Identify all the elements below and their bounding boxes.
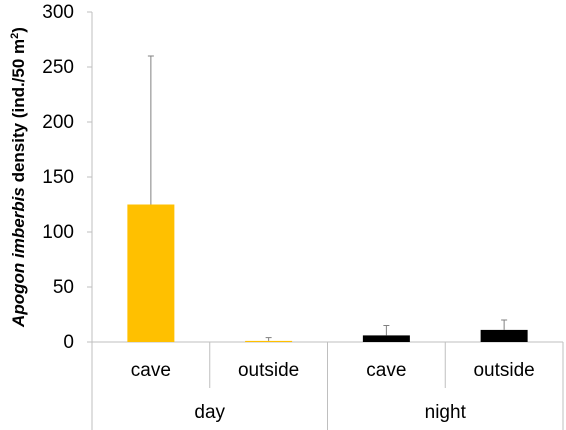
category-label: outside [238, 360, 299, 381]
y-tick-label: 100 [42, 222, 74, 243]
y-axis-ticks: 0 50 100 150 200 250 300 [42, 2, 92, 353]
group-label: night [425, 402, 467, 423]
bar-day-cave [127, 204, 175, 342]
bars [127, 55, 528, 342]
group-label: day [194, 402, 225, 423]
y-tick-label: 300 [42, 2, 74, 23]
y-tick-label: 250 [42, 57, 74, 78]
y-axis-title-superscript: 2 [9, 33, 21, 39]
y-axis-title-unit: density (ind./50 m [9, 39, 28, 187]
y-axis-title-species: Apogon imberbis [9, 187, 28, 328]
y-tick-label: 50 [53, 277, 74, 298]
y-axis-title-group: Apogon imberbis density (ind./50 m2) [9, 27, 28, 328]
bar-night-outside [480, 329, 528, 342]
y-axis-title-close: ) [9, 27, 28, 33]
y-axis-title: Apogon imberbis density (ind./50 m2) [9, 27, 28, 328]
category-label: cave [366, 360, 406, 381]
group-labels: day night [194, 402, 466, 423]
bar-night-cave [362, 335, 410, 342]
bar-day-outside [245, 340, 293, 342]
y-tick-label: 200 [42, 112, 74, 133]
y-tick-label: 0 [63, 332, 74, 353]
category-label: cave [131, 360, 171, 381]
y-tick-label: 150 [42, 167, 74, 188]
category-label: outside [473, 360, 534, 381]
category-labels: cave outside cave outside [131, 360, 535, 381]
